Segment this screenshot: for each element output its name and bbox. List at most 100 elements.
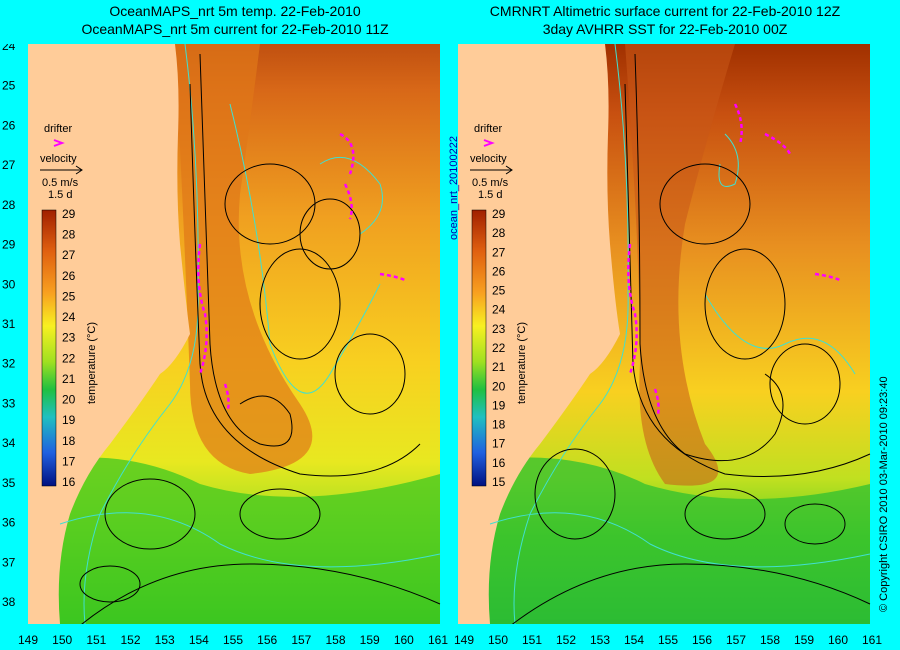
colorbar-tick-label: 22 bbox=[62, 351, 76, 365]
colorbar-tick-label: 24 bbox=[492, 303, 506, 317]
right-map-panel: 29 28 27 26 25 24 23 22 21 20 19 18 17 16 15 temperatu… bbox=[458, 44, 871, 624]
drifter-legend-symbol bbox=[53, 139, 65, 147]
temperature-contours bbox=[59, 44, 441, 624]
colorbar-ticks: 29 28 27 26 25 24 23 22 21 20 19 18 17 16 bbox=[62, 207, 76, 489]
latitude-tick-label: 30 bbox=[2, 277, 16, 291]
longitude-tick-label: 160 bbox=[394, 633, 414, 647]
colorbar-tick-label: 16 bbox=[492, 456, 506, 470]
drifter-tracks bbox=[627, 103, 841, 415]
right-title-line2: 3day AVHRR SST for 22-Feb-2010 00Z bbox=[542, 21, 788, 37]
longitude-tick-label: 155 bbox=[658, 633, 678, 647]
left-title-line1: OceanMAPS_nrt 5m temp. 22-Feb-2010 bbox=[109, 3, 361, 19]
longitude-tick-label: 157 bbox=[291, 633, 311, 647]
colorbar-tick-label: 28 bbox=[62, 228, 76, 242]
longitude-tick-label: 158 bbox=[760, 633, 780, 647]
colorbar-tick-label: 18 bbox=[492, 418, 506, 432]
longitude-tick-label: 161 bbox=[862, 633, 882, 647]
longitude-tick-label: 150 bbox=[52, 633, 72, 647]
land-mass bbox=[458, 44, 620, 624]
colorbar-tick-label: 23 bbox=[62, 331, 76, 345]
longitude-tick-label: 153 bbox=[155, 633, 175, 647]
colorbar-tick-label: 25 bbox=[62, 289, 76, 303]
speed-legend-label: 0.5 m/s bbox=[472, 177, 509, 189]
longitude-tick-label: 151 bbox=[86, 633, 106, 647]
latitude-tick-label: 25 bbox=[2, 79, 16, 93]
colorbar-tick-label: 27 bbox=[62, 248, 76, 262]
colorbar bbox=[41, 209, 57, 487]
colorbar-ticks: 29 28 27 26 25 24 23 22 21 20 19 18 17 16 15 bbox=[492, 207, 506, 489]
land-mass bbox=[28, 44, 190, 624]
latitude-tick-label: 31 bbox=[2, 317, 16, 331]
longitude-tick-label: 159 bbox=[794, 633, 814, 647]
colorbar-label: temperature (°C) bbox=[86, 322, 98, 404]
colorbar-tick-label: 17 bbox=[62, 454, 76, 468]
colorbar-tick-label: 29 bbox=[492, 207, 506, 221]
velocity-legend-label: velocity bbox=[40, 153, 77, 165]
cold-south-region bbox=[28, 457, 440, 624]
velocity-arrow-icon bbox=[40, 165, 83, 175]
copyright-label: © Copyright CSIRO 2010 03-Mar-2010 09:23… bbox=[878, 376, 890, 612]
colorbar-tick-label: 15 bbox=[492, 475, 506, 489]
latitude-tick-label: 37 bbox=[2, 555, 16, 569]
colorbar-tick-label: 20 bbox=[492, 379, 506, 393]
duration-legend-label: 1.5 d bbox=[48, 189, 72, 201]
latitude-tick-label: 24 bbox=[2, 44, 16, 53]
longitude-tick-label: 149 bbox=[454, 633, 474, 647]
run-id-label: ocean_nrt_20100222 bbox=[448, 136, 460, 240]
longitude-tick-label: 152 bbox=[556, 633, 576, 647]
latitude-tick-label: 26 bbox=[2, 118, 16, 132]
colorbar-tick-label: 18 bbox=[62, 434, 76, 448]
longitude-tick-label: 150 bbox=[488, 633, 508, 647]
colorbar-tick-label: 17 bbox=[492, 437, 506, 451]
longitude-tick-label: 160 bbox=[828, 633, 848, 647]
left-title-line2: OceanMAPS_nrt 5m current for 22-Feb-2010… bbox=[81, 21, 389, 37]
colorbar-tick-label: 26 bbox=[492, 264, 506, 278]
colorbar-tick-label: 27 bbox=[492, 245, 506, 259]
longitude-tick-label: 159 bbox=[360, 633, 380, 647]
drifter-legend-symbol bbox=[483, 139, 495, 147]
colorbar-tick-label: 23 bbox=[492, 322, 506, 336]
colorbar-tick-label: 29 bbox=[62, 207, 76, 221]
colorbar-tick-label: 21 bbox=[62, 372, 76, 386]
right-title-line1: CMRNRT Altimetric surface current for 22… bbox=[489, 3, 841, 19]
latitude-tick-label: 32 bbox=[2, 357, 16, 371]
longitude-tick-label: 149 bbox=[18, 633, 38, 647]
right-panel-title: CMRNRT Altimetric surface current for 22… bbox=[455, 2, 875, 38]
left-map-panel: 29 28 27 26 25 24 23 22 21 20 19 18 17 16 temperature… bbox=[2, 44, 441, 624]
latitude-tick-label: 36 bbox=[2, 516, 16, 530]
colorbar-tick-label: 25 bbox=[492, 284, 506, 298]
longitude-tick-label: 151 bbox=[522, 633, 542, 647]
latitude-tick-label: 35 bbox=[2, 476, 16, 490]
longitude-tick-label: 153 bbox=[590, 633, 610, 647]
colorbar-tick-label: 16 bbox=[62, 475, 76, 489]
latitude-tick-label: 28 bbox=[2, 198, 16, 212]
colorbar-tick-label: 20 bbox=[62, 393, 76, 407]
longitude-tick-label: 158 bbox=[325, 633, 345, 647]
drifter-legend-label: drifter bbox=[44, 123, 72, 135]
colorbar-tick-label: 22 bbox=[492, 341, 506, 355]
longitude-tick-label: 155 bbox=[223, 633, 243, 647]
longitude-axis: 149 150 151 152 153 154 155 156 157 158 159 160 161 … bbox=[18, 633, 882, 647]
colorbar bbox=[471, 209, 487, 487]
colorbar-tick-label: 24 bbox=[62, 310, 76, 324]
longitude-tick-label: 156 bbox=[692, 633, 712, 647]
current-streamlines bbox=[79, 53, 441, 624]
colorbar-tick-label: 19 bbox=[62, 413, 76, 427]
drifter-legend-label: drifter bbox=[474, 123, 502, 135]
longitude-tick-label: 154 bbox=[624, 633, 644, 647]
warm-current-band bbox=[625, 44, 735, 486]
colorbar-tick-label: 19 bbox=[492, 398, 506, 412]
duration-legend-label: 1.5 d bbox=[478, 189, 502, 201]
velocity-arrow-icon bbox=[470, 165, 513, 175]
longitude-tick-label: 156 bbox=[257, 633, 277, 647]
colorbar-tick-label: 26 bbox=[62, 269, 76, 283]
latitude-axis: 24 25 26 27 28 29 30 31 32 33 34 35 36 37 38 bbox=[2, 44, 16, 609]
latitude-tick-label: 34 bbox=[2, 436, 16, 450]
latitude-tick-label: 38 bbox=[2, 595, 16, 609]
latitude-tick-label: 27 bbox=[2, 158, 16, 172]
cold-south-region bbox=[458, 457, 870, 624]
current-streamlines bbox=[511, 53, 871, 624]
latitude-tick-label: 33 bbox=[2, 396, 16, 410]
velocity-legend-label: velocity bbox=[470, 153, 507, 165]
temperature-contours bbox=[489, 44, 871, 624]
